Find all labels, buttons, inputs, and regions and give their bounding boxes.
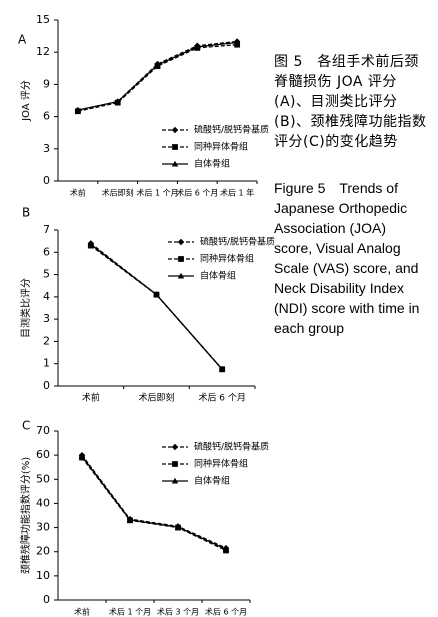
legend-label: 自体骨组 bbox=[194, 158, 230, 170]
legend-marker bbox=[172, 461, 178, 467]
y-tick-label: 3 bbox=[43, 142, 50, 155]
point bbox=[126, 516, 134, 523]
y-tick-label: 12 bbox=[36, 45, 50, 58]
y-tick-label: 5 bbox=[43, 268, 50, 281]
panel-label: C bbox=[22, 419, 30, 433]
panel-label: B bbox=[22, 206, 30, 220]
legend-marker bbox=[177, 272, 185, 279]
y-axis-label: 目测类比评分 bbox=[19, 278, 32, 338]
y-tick-label: 40 bbox=[36, 496, 50, 509]
y-tick-label: 6 bbox=[43, 245, 50, 258]
legend-marker bbox=[172, 144, 178, 150]
y-tick-label: 1 bbox=[43, 357, 50, 370]
y-tick-label: 30 bbox=[36, 521, 50, 534]
y-tick-label: 3 bbox=[43, 312, 50, 325]
point bbox=[218, 366, 226, 372]
legend-marker bbox=[171, 443, 179, 451]
point bbox=[153, 291, 160, 298]
y-tick-label: 9 bbox=[43, 77, 50, 90]
y-tick-label: 15 bbox=[36, 13, 50, 26]
x-tick-label: 术后 6 个月 bbox=[176, 188, 218, 198]
legend-label: 同种异体骨组 bbox=[194, 141, 248, 153]
point bbox=[74, 106, 82, 113]
legend-marker bbox=[178, 256, 184, 262]
legend-marker bbox=[171, 126, 179, 134]
point bbox=[174, 523, 182, 530]
legend-label: 硫酸钙/脱钙骨基质 bbox=[194, 124, 269, 136]
legend-label: 同种异体骨组 bbox=[200, 253, 254, 265]
legend-label: 自体骨组 bbox=[194, 475, 230, 487]
y-tick-label: 20 bbox=[36, 545, 50, 558]
caption-en: Figure 5 Trends of Japanese Orthopedic A… bbox=[274, 180, 420, 336]
point bbox=[114, 98, 121, 105]
point bbox=[222, 546, 230, 552]
x-tick-label: 术后 1 个月 bbox=[109, 607, 151, 617]
x-tick-label: 术后即刻 bbox=[102, 188, 134, 198]
y-tick-label: 50 bbox=[36, 472, 50, 485]
point bbox=[194, 43, 201, 50]
x-tick-label: 术前 bbox=[70, 188, 86, 198]
series-line bbox=[81, 455, 227, 550]
legend-marker bbox=[171, 477, 179, 484]
series-line bbox=[81, 457, 227, 552]
y-tick-label: 0 bbox=[43, 593, 50, 606]
x-tick-label: 术后 6 个月 bbox=[198, 392, 245, 404]
caption-zh: 图 5 各组手术前后颈脊髓损伤 JOA 评分(A)、目测类比评分(B)、颈椎残障… bbox=[274, 54, 427, 150]
y-tick-label: 60 bbox=[36, 448, 50, 461]
legend-label: 硫酸钙/脱钙骨基质 bbox=[200, 236, 275, 248]
y-tick-label: 2 bbox=[43, 334, 50, 347]
legend-marker bbox=[171, 160, 179, 167]
legend-label: 自体骨组 bbox=[200, 270, 236, 282]
x-tick-label: 术前 bbox=[82, 392, 100, 404]
y-tick-label: 7 bbox=[43, 223, 50, 236]
point bbox=[233, 39, 241, 46]
point bbox=[154, 61, 161, 68]
x-tick-label: 术前 bbox=[74, 607, 90, 617]
series-line bbox=[77, 40, 238, 111]
y-tick-label: 10 bbox=[36, 569, 50, 582]
panel-label: A bbox=[18, 33, 27, 47]
point bbox=[87, 241, 95, 248]
legend-marker bbox=[177, 238, 185, 246]
series-line bbox=[77, 41, 238, 111]
y-axis-label: 颈椎残障功能指数评分(%) bbox=[19, 457, 32, 574]
x-tick-label: 术后即刻 bbox=[138, 392, 174, 404]
x-tick-label: 术后 6 个月 bbox=[205, 607, 247, 617]
x-tick-label: 术后 1 年 bbox=[220, 188, 254, 198]
legend-label: 同种异体骨组 bbox=[194, 458, 248, 470]
y-tick-label: 6 bbox=[43, 110, 50, 123]
y-tick-label: 0 bbox=[43, 379, 50, 392]
y-tick-label: 4 bbox=[43, 290, 50, 303]
point bbox=[78, 453, 86, 459]
y-tick-label: 70 bbox=[36, 424, 50, 437]
y-axis-label: JOA 评分 bbox=[20, 80, 32, 122]
y-tick-label: 0 bbox=[43, 174, 50, 187]
x-tick-label: 术后 3 个月 bbox=[157, 607, 199, 617]
x-tick-label: 术后 1 个月 bbox=[136, 188, 178, 198]
series-line bbox=[77, 44, 238, 112]
legend-label: 硫酸钙/脱钙骨基质 bbox=[194, 441, 269, 453]
